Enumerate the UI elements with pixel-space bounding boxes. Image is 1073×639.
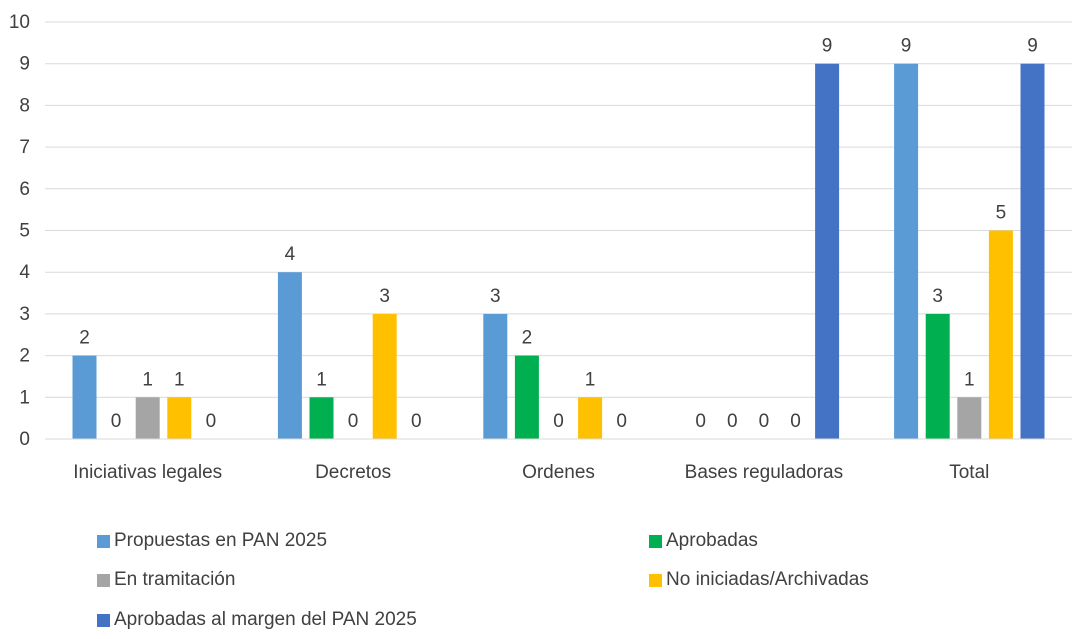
bar: [72, 355, 97, 439]
bar: [309, 397, 334, 439]
x-tick-label: Iniciativas legales: [73, 462, 222, 483]
data-label: 0: [695, 411, 706, 432]
bar: [277, 272, 302, 439]
bar: [988, 230, 1013, 439]
y-tick-label: 6: [19, 179, 30, 200]
x-axis: Iniciativas legales Decretos Ordenes Bases …: [45, 438, 1072, 483]
x-tick-label: Ordenes: [522, 462, 595, 483]
y-tick-label: 10: [9, 12, 30, 33]
bar: [372, 313, 397, 439]
data-label: 0: [759, 411, 770, 432]
y-tick-label: 9: [19, 54, 30, 75]
y-axis: 0 1 2 3 4 5 6 7 8 9 10: [9, 12, 31, 450]
data-label: 0: [616, 411, 627, 432]
bars: [72, 63, 1045, 439]
x-tick-label: Total: [949, 462, 989, 483]
bar: [925, 313, 950, 439]
x-tick-label: Bases reguladoras: [685, 462, 843, 483]
x-tick-label: Decretos: [315, 462, 391, 483]
bar: [578, 397, 603, 439]
data-label: 9: [901, 36, 912, 57]
y-tick-label: 1: [19, 387, 30, 408]
bar: [957, 397, 982, 439]
y-tick-label: 5: [19, 221, 30, 242]
gridlines: [45, 21, 1072, 398]
data-label: 1: [964, 369, 975, 390]
bar: [514, 355, 539, 439]
data-label: 1: [174, 369, 185, 390]
bar: [167, 397, 192, 439]
y-tick-label: 8: [19, 95, 30, 116]
data-label: 1: [585, 369, 596, 390]
bar: [815, 63, 840, 439]
bar: [135, 397, 160, 439]
bar: [894, 63, 919, 439]
y-tick-label: 0: [19, 429, 30, 450]
data-label: 0: [790, 411, 801, 432]
data-label: 0: [411, 411, 422, 432]
data-label: 4: [285, 244, 296, 265]
bar: [483, 313, 508, 439]
y-tick-label: 7: [19, 137, 30, 158]
data-label: 3: [932, 286, 943, 307]
data-label: 3: [379, 286, 390, 307]
data-label: 9: [822, 36, 833, 57]
data-label: 0: [348, 411, 359, 432]
data-label: 0: [553, 411, 564, 432]
data-label: 9: [1027, 36, 1038, 57]
data-label: 1: [316, 369, 327, 390]
data-label: 2: [522, 328, 533, 349]
data-label: 0: [206, 411, 217, 432]
data-label: 2: [79, 328, 90, 349]
data-label: 1: [142, 369, 153, 390]
y-tick-label: 2: [19, 346, 30, 367]
data-label: 0: [111, 411, 122, 432]
y-tick-label: 3: [19, 304, 30, 325]
data-label: 0: [727, 411, 738, 432]
bar: [1020, 63, 1045, 439]
y-tick-label: 4: [19, 262, 30, 283]
data-label: 5: [996, 203, 1007, 224]
data-label: 3: [490, 286, 501, 307]
